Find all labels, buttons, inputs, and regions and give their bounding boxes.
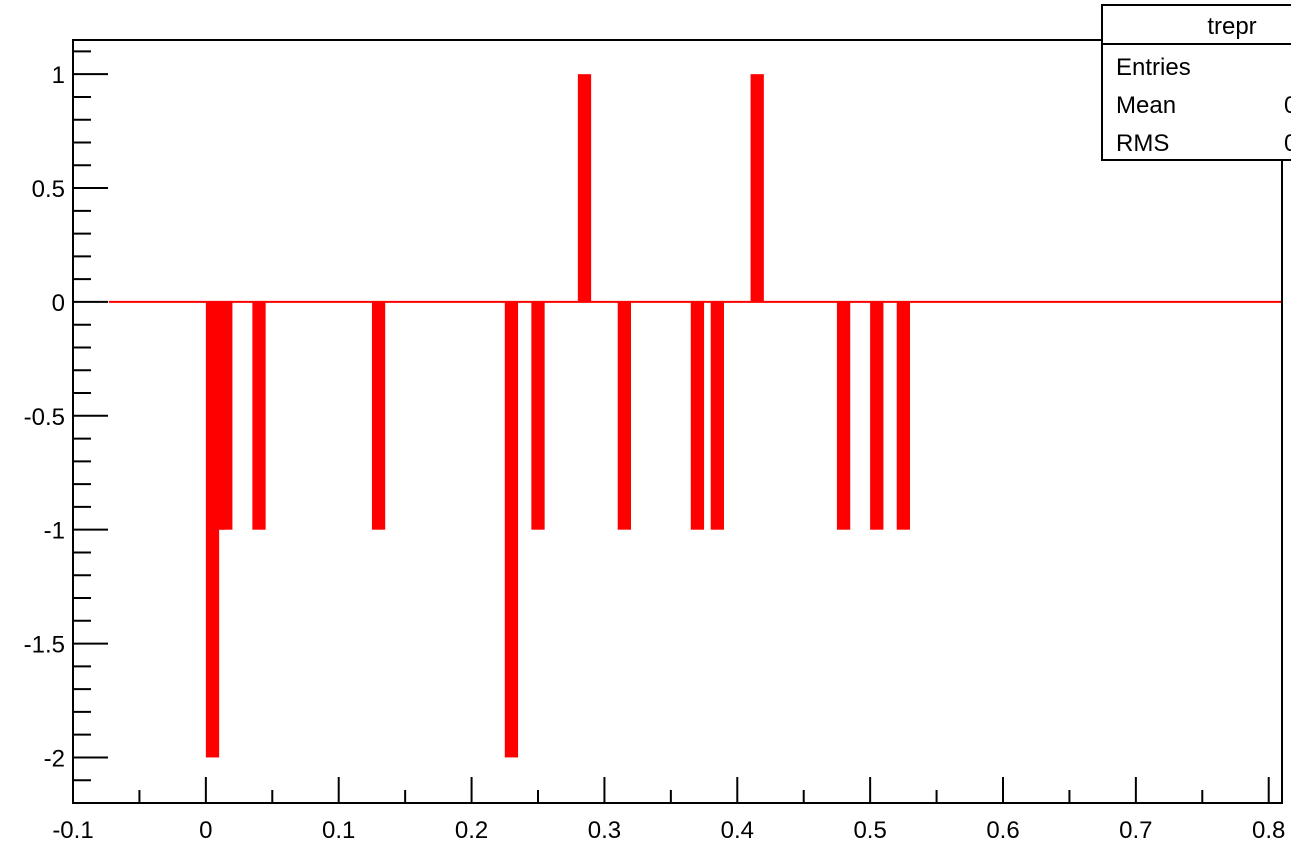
x-tick-label: 0.8 xyxy=(1252,817,1285,844)
histogram-bar xyxy=(504,301,519,758)
x-tick-label: 0.7 xyxy=(1119,817,1152,844)
plot-area-border xyxy=(72,39,1283,804)
y-tick-label: 1 xyxy=(52,62,65,89)
x-axis: -0.1 0 0.1 0.2 0.3 0.4 0.5 0.6 0.7 0.8 xyxy=(52,777,1285,844)
y-tick-label: -2 xyxy=(44,745,65,772)
stats-rms-value: 0 xyxy=(1284,130,1291,157)
stats-entries-label: Entries xyxy=(1116,54,1191,81)
y-tick-label: -1 xyxy=(44,518,65,545)
x-tick-label: 0.6 xyxy=(986,817,1019,844)
histogram-bar xyxy=(870,301,884,530)
x-tick-label: 0.3 xyxy=(588,817,621,844)
y-tick-label: -1.5 xyxy=(24,632,65,659)
histogram-bar xyxy=(690,301,705,530)
x-tick-label: 0.2 xyxy=(455,817,488,844)
y-tick-label: 0.5 xyxy=(32,176,65,203)
histogram-bar xyxy=(710,301,724,530)
histogram-bar xyxy=(219,301,233,530)
plot-frame xyxy=(72,39,1283,804)
stats-box-title: trepr xyxy=(1207,13,1256,40)
histogram-bar xyxy=(750,74,764,302)
x-tick-label: 0.1 xyxy=(322,817,355,844)
histogram-bar xyxy=(896,301,910,530)
stats-mean-label: Mean xyxy=(1116,92,1176,119)
histogram-bar xyxy=(531,301,545,530)
histogram-bar xyxy=(836,301,851,530)
x-tick-label: 0.4 xyxy=(721,817,754,844)
y-axis: 1 0.5 0 -0.5 -1 -1.5 -2 xyxy=(24,50,108,804)
x-tick-label: 0 xyxy=(199,817,212,844)
stats-mean-value: 0 xyxy=(1284,92,1291,119)
stats-rms-label: RMS xyxy=(1116,130,1169,157)
histogram-bar xyxy=(577,74,592,302)
x-tick-label: -0.1 xyxy=(52,817,93,844)
stats-box: trepr Entries Mean 0 RMS 0 xyxy=(1101,4,1291,161)
y-tick-label: 0 xyxy=(52,290,65,317)
y-tick-label: -0.5 xyxy=(24,404,65,431)
histogram-bar xyxy=(252,301,266,530)
histogram-bar xyxy=(617,301,631,530)
bars-layer xyxy=(205,74,910,758)
x-tick-label: 0.5 xyxy=(853,817,886,844)
stats-box-frame xyxy=(1101,4,1291,161)
histogram-bar xyxy=(371,301,386,530)
